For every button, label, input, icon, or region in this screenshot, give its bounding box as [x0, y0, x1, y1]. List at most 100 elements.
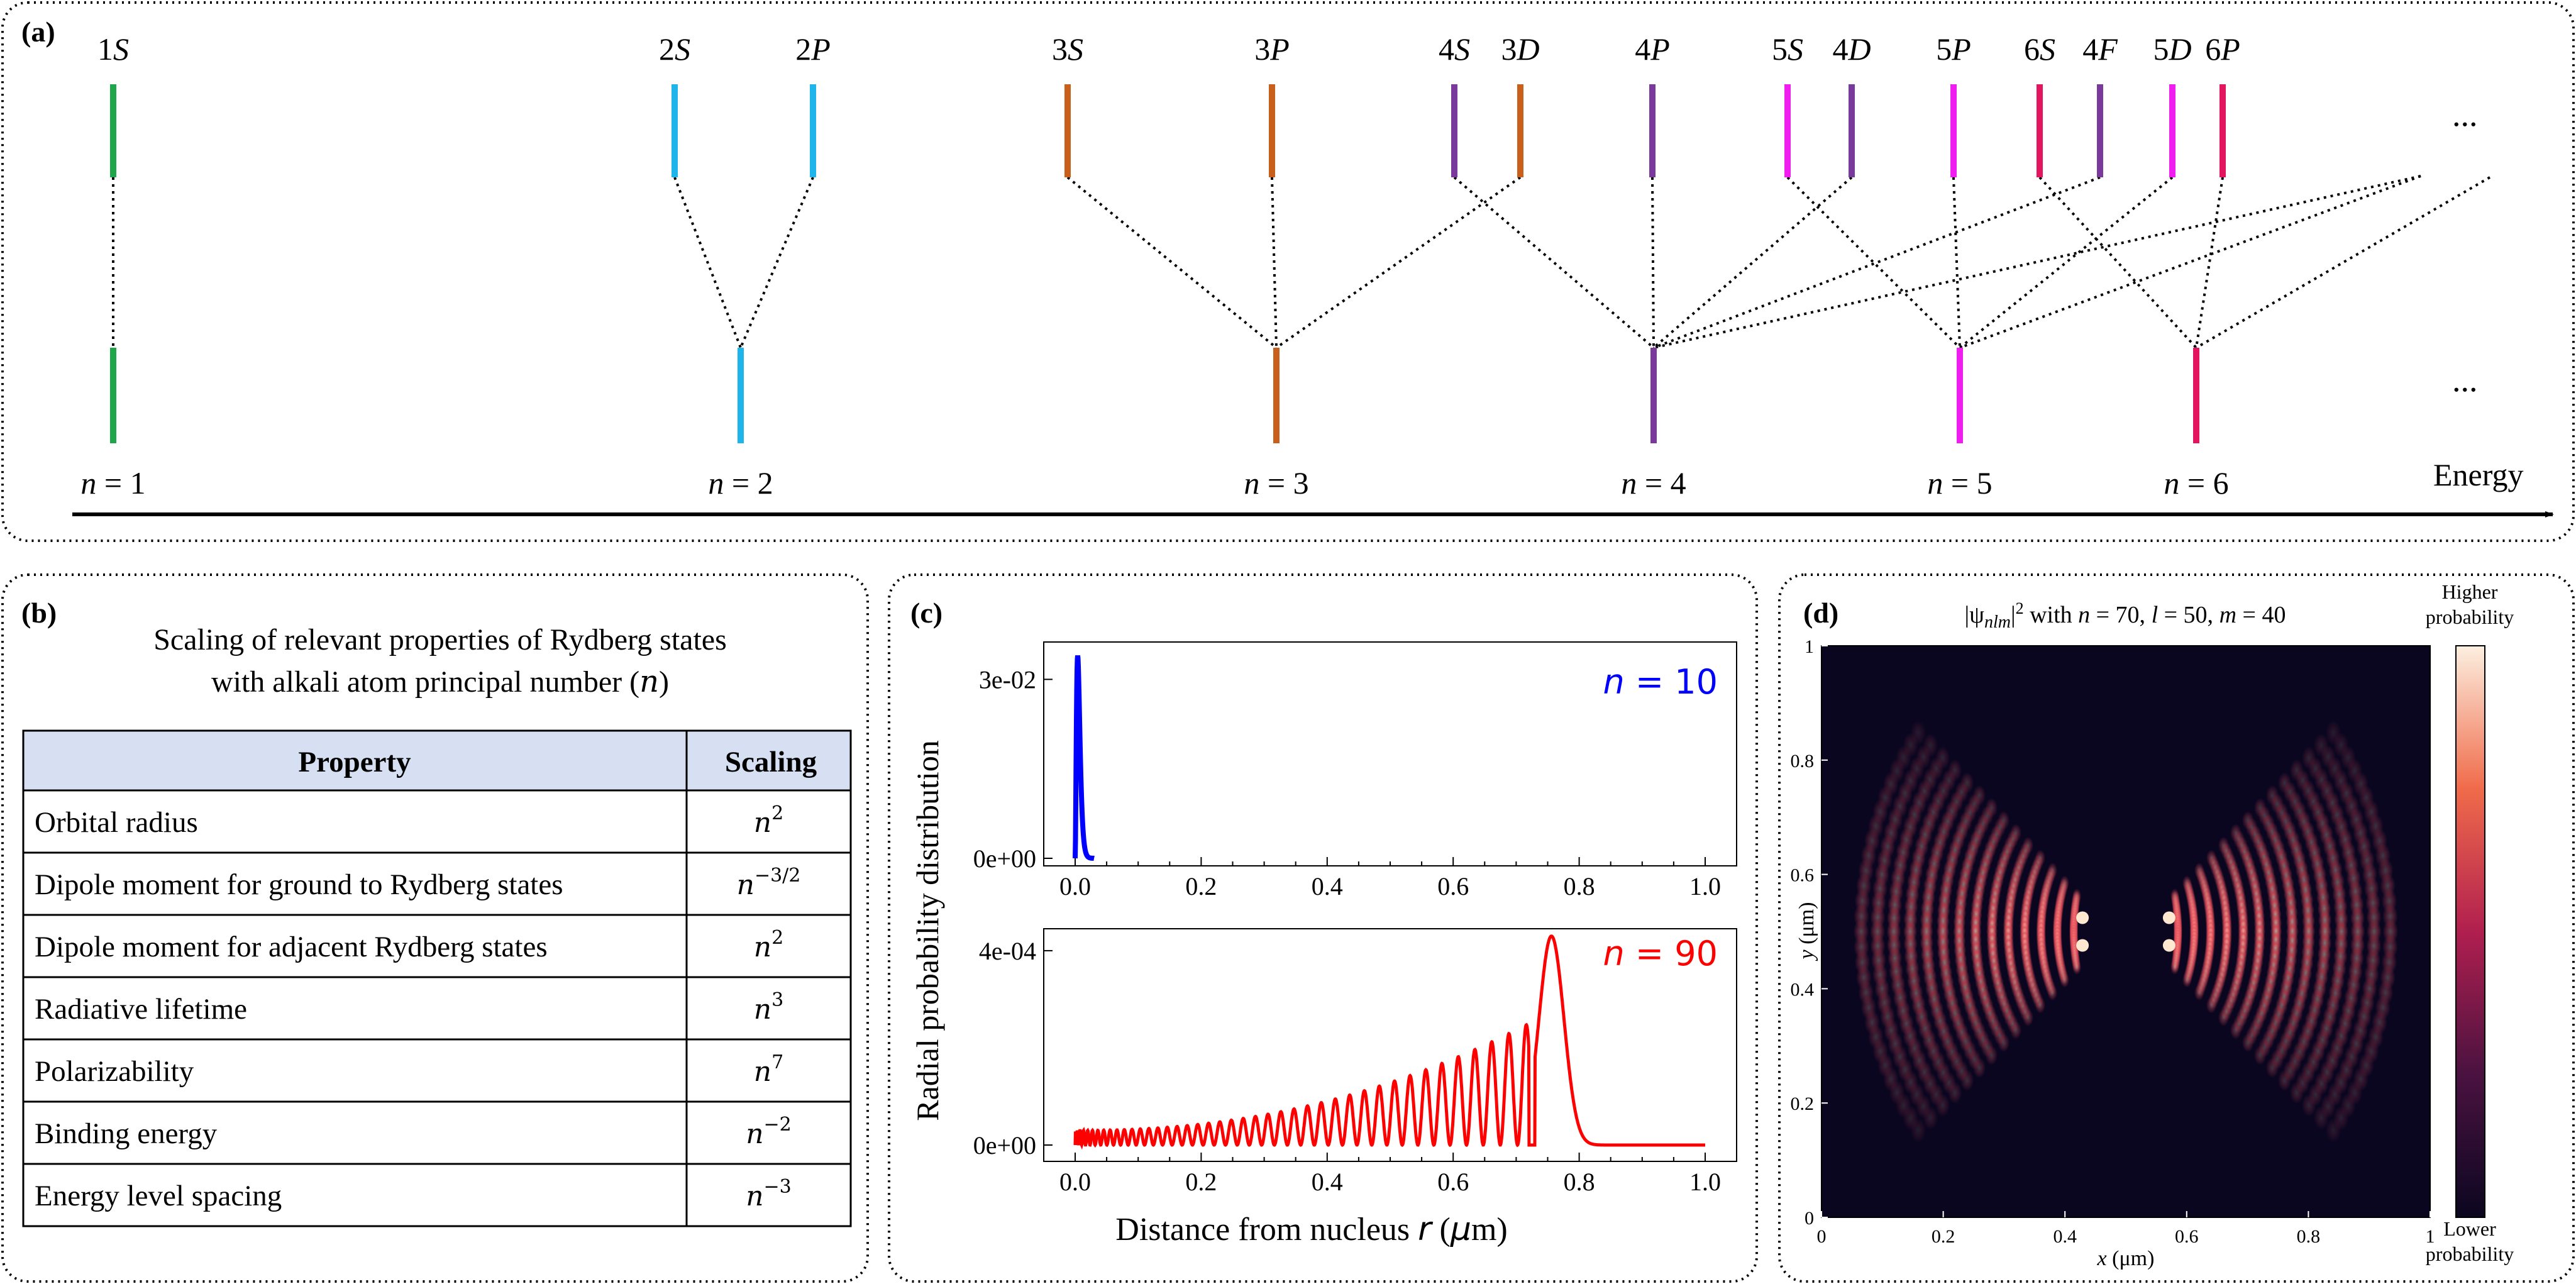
transition-line: [1653, 175, 2421, 349]
heatmap-blob: [2035, 997, 2046, 1014]
transition-line: [1453, 176, 1655, 349]
colorbar-low-2: probability: [2426, 1242, 2514, 1265]
property-cell: Radiative lifetime: [35, 993, 247, 1026]
level-label-1s: 1S: [97, 31, 129, 67]
property-cell: Dipole moment for adjacent Rydberg state…: [35, 931, 548, 963]
panel-b-label: (b): [21, 597, 57, 629]
heatmap-peak: [2162, 911, 2175, 924]
transition-line: [739, 177, 814, 348]
heatmap-blob: [2242, 1033, 2254, 1053]
scaling-cell: n2: [754, 802, 783, 839]
x-tick-label: 0.4: [1312, 1168, 1343, 1196]
x-tick-label: 0.8: [1564, 872, 1595, 900]
transition-line: [1952, 177, 1961, 348]
scaling-cell: n3: [754, 989, 783, 1026]
chart-n10: 0.0 0.2 0.4 0.6 0.8 1.0 0e+00 3e-02 n = 10: [973, 641, 1737, 900]
n-label-1: n = 1: [80, 465, 145, 501]
panel-b-border: [1, 573, 869, 1283]
level-label-5d: 5D: [2153, 31, 2191, 67]
heatmap-blob: [2289, 1082, 2304, 1104]
x-tick-label: 0.8: [1564, 1168, 1595, 1196]
d-xlabel: x (μm): [2097, 1247, 2155, 1270]
header-scaling: Scaling: [725, 746, 817, 778]
d-x-tick: 0.4: [2053, 1226, 2077, 1247]
heatmap-blob: [2047, 985, 2058, 1001]
property-cell: Polarizability: [35, 1055, 194, 1088]
x-tick-label: 1.0: [1689, 872, 1721, 900]
d-y-tick: 0.8: [1791, 751, 1815, 772]
level-label-2s: 2S: [659, 31, 690, 67]
level-label-6s: 6S: [2024, 31, 2055, 67]
d-x-tick: 0.2: [1932, 1226, 1955, 1247]
colorbar-high-1: Higher: [2442, 580, 2498, 603]
scaling-cell: n−3/2: [737, 865, 801, 901]
table-header-bg: [23, 731, 851, 790]
heatmap-frame: [1821, 645, 2431, 1218]
heatmap-blob: [2194, 985, 2204, 1001]
legend-n10: n = 10: [1603, 662, 1718, 702]
panel-d: (d) |ψnlm|2 with n = 70, l = 50, m = 40 …: [1778, 573, 2575, 1283]
panel-d-border: [1778, 573, 2575, 1283]
d-title: |ψnlm|2 with n = 70, l = 50, m = 40: [1965, 599, 2286, 632]
n-label-2: n = 2: [708, 465, 773, 501]
ellipsis-bottom: ...: [2452, 361, 2478, 399]
x-tick-label: 1.0: [1689, 1168, 1721, 1196]
heatmap-peak: [2076, 939, 2089, 952]
property-cell: Binding energy: [35, 1117, 218, 1150]
transition-line: [1271, 177, 1278, 348]
n-label-3: n = 3: [1244, 465, 1308, 501]
n-label-4: n = 4: [1621, 465, 1686, 501]
heatmap-blob: [2277, 1069, 2292, 1091]
d-y-tick: 0.4: [1791, 979, 1815, 1000]
panel-b: (b) Scaling of relevant properties of Ry…: [1, 573, 869, 1283]
y-tick-label: 0e+00: [973, 1131, 1036, 1159]
d-x-tick: 0.6: [2175, 1226, 2199, 1247]
transition-line: [1653, 176, 2101, 349]
x-tick-label: 0.4: [1312, 872, 1343, 900]
heatmap-axes: 0 0.2 0.4 0.6 0.8 1 0 0.2 0.4 0.6 0.8 1: [1791, 636, 2435, 1247]
transition-line: [1786, 176, 1961, 349]
d-x-tick: 0: [1817, 1226, 1827, 1247]
header-property: Property: [298, 746, 411, 778]
heatmap-blob: [2265, 1057, 2279, 1078]
transition-line: [1651, 177, 1655, 348]
n-label-5: n = 5: [1927, 465, 1992, 501]
panel-a-border: [1, 1, 2575, 542]
d-y-tick: 0.2: [1791, 1093, 1815, 1114]
n-label-6: n = 6: [2164, 465, 2228, 501]
legend-n90: n = 90: [1603, 934, 1718, 973]
level-label-4f: 4F: [2082, 31, 2118, 67]
d-x-tick: 0.8: [2297, 1226, 2321, 1247]
property-cell: Dipole moment for ground to Rydberg stat…: [35, 868, 563, 901]
table-grid: [22, 729, 852, 1227]
heatmap-blob: [1935, 1093, 1950, 1117]
scaling-cell: n2: [754, 927, 783, 963]
energy-levels: [110, 84, 2226, 443]
panel-d-label: (d): [1803, 597, 1838, 629]
x-tick-label: 0.6: [1437, 1168, 1469, 1196]
transition-line: [1959, 176, 2174, 349]
heatmap-blob: [2230, 1021, 2242, 1039]
series-n90-line: [1073, 934, 1705, 1150]
y-tick-label: 0e+00: [973, 844, 1036, 873]
heatmap-blob: [2022, 1009, 2034, 1027]
c-ylabel: Radial probability distribution: [910, 740, 945, 1121]
heatmap-blob: [2010, 1021, 2022, 1039]
heatmap-blob: [1960, 1069, 1974, 1091]
heatmap-blob: [1948, 1082, 1962, 1104]
y-tick-label: 4e-04: [979, 937, 1036, 965]
colorbar-low-1: Lower: [2443, 1217, 2496, 1240]
level-label-6p: 6P: [2205, 31, 2240, 67]
level-labels: 1S 2S 2P 3S 3P 4S 3D 4P 5S 4D 5P 6S 4F 5D 6P: [97, 31, 2240, 67]
heatmap-blob: [2182, 972, 2192, 988]
table-rows: Orbital radius n2 Dipole moment for ground…: [35, 802, 800, 1212]
level-label-5s: 5S: [1772, 31, 1803, 67]
heatmap-blob: [2060, 972, 2070, 988]
heatmap-blob: [2326, 1117, 2341, 1143]
transition-line: [1959, 175, 2421, 349]
transition-line: [2195, 177, 2224, 348]
x-tick-label: 0.2: [1185, 872, 1217, 900]
heatmap-blob: [2253, 1045, 2267, 1065]
heatmap-blob: [2218, 1009, 2230, 1027]
